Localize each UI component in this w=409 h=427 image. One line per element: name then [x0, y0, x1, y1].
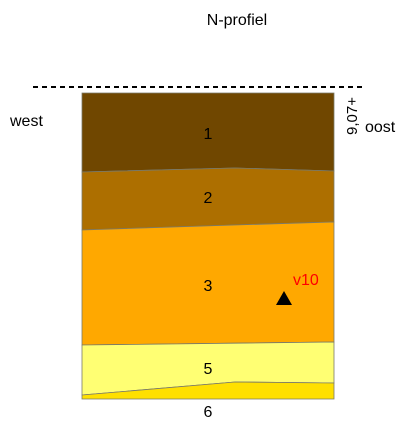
west-label: west — [9, 113, 43, 130]
sample-triangle-icon — [276, 291, 292, 305]
east-label: oost — [365, 119, 396, 136]
profile-title: N-profiel — [207, 12, 267, 29]
layer-6 — [81, 381, 335, 400]
layer-3 — [81, 221, 335, 346]
layer-label-2: 2 — [204, 190, 213, 207]
layer-label-5: 5 — [204, 361, 213, 378]
layer-label-1: 1 — [204, 126, 213, 143]
layer-label-6: 6 — [204, 404, 213, 421]
sample-label: v10 — [293, 272, 319, 289]
elevation-label: 9,07+ — [344, 97, 361, 135]
layer-label-3: 3 — [204, 278, 213, 295]
